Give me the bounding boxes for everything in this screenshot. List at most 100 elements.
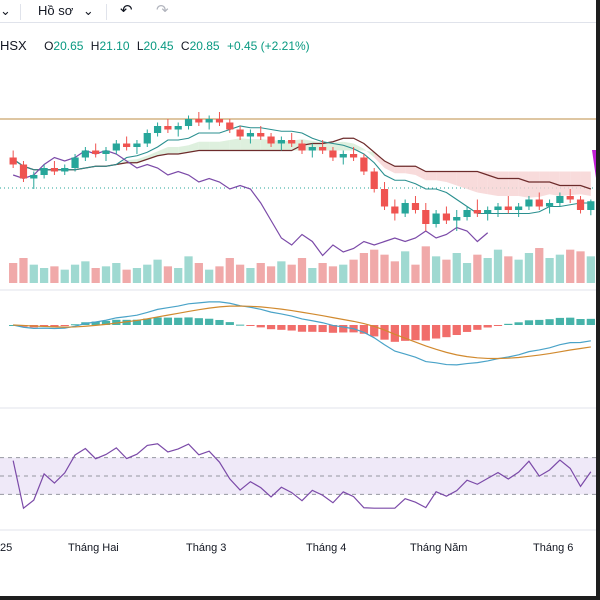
close-label: C [180,39,190,53]
volume-bar [287,264,296,283]
macd-histogram-bar [184,317,193,325]
volume-bar [50,266,59,283]
candle-body [308,147,316,151]
undo-icon[interactable]: ↶ [120,2,133,19]
low-value: 20.45 [143,39,174,53]
candle-body [236,129,244,137]
top-toolbar: ⌄ Hồ sơ ⌄ ↶ ↷ [0,0,600,23]
high-value: 21.10 [99,39,130,53]
macd-histogram-bar [390,325,399,342]
candle-body [587,201,595,210]
close-value: 20.85 [189,39,220,53]
volume-bar [122,269,131,283]
macd-histogram-bar [215,319,224,325]
volume-bar [70,264,80,283]
macd-histogram-bar [205,318,214,325]
candle-body [525,199,533,207]
macd-histogram-bar [143,318,152,325]
volume-bar [328,266,338,283]
candle-body [463,210,471,217]
ichimoku-cloud-segment [384,161,395,174]
volume-bar [390,261,399,283]
template-dropdown[interactable]: Hồ sơ ⌄ [38,3,94,19]
redo-icon[interactable]: ↷ [156,2,169,19]
volume-bar [431,256,441,283]
volume-bar [215,266,224,283]
ichimoku-cloud-segment [126,159,137,163]
macd-histogram-bar [328,325,338,333]
macd-histogram-bar [493,325,503,326]
macd-histogram-bar [545,319,554,325]
candle-body [473,210,481,214]
macd-histogram-bar [153,317,162,325]
volume-bar [411,264,420,283]
tenkan-sen-line [12,125,591,215]
ichimoku-cloud-segment [559,171,571,196]
macd-histogram-bar [576,319,585,325]
candle-body [205,119,213,123]
change-value: +0.45 (+2.21%) [226,39,310,53]
macd-histogram-bar [514,322,523,325]
volume-bar [184,256,193,283]
volume-bar [339,264,348,283]
macd-histogram-bar [132,319,142,325]
macd-histogram-bar [586,318,595,325]
ichimoku-cloud-segment [147,151,158,160]
signal-line [13,305,591,360]
symbol-label[interactable]: HSX [0,38,27,53]
candle-body [257,133,265,137]
volume-bar [370,249,379,283]
ichimoku-cloud-segment [508,171,519,196]
ichimoku-cloud-segment [539,171,550,197]
candle-body [556,196,564,203]
ichimoku-cloud-segment [446,171,457,186]
x-axis-tick-label: Tháng 3 [186,542,226,554]
candle-body [277,140,285,144]
candle-body [50,168,59,172]
macd-histogram-bar [163,317,173,325]
macd-histogram-bar [370,325,379,337]
macd-histogram-bar [318,325,327,333]
low-label: L [136,39,144,53]
candle-body [19,164,28,179]
volume-bar [81,261,90,283]
candle-body [515,206,523,210]
high-label: H [90,39,100,53]
volume-bar [349,259,358,283]
volume-bar [39,268,49,283]
candle-body [391,206,399,214]
ichimoku-cloud-segment [353,143,364,151]
candle-body [535,199,543,207]
macd-histogram-bar [297,325,307,332]
x-axis-tick-label: 25 [0,542,12,554]
macd-histogram-bar [91,321,100,325]
dropdown-chevron-icon[interactable]: ⌄ [0,3,11,18]
ichimoku-cloud-segment [405,166,416,175]
chevron-down-icon: ⌄ [82,3,94,18]
candle-body [30,175,38,179]
candle-body [453,217,461,221]
macd-histogram-bar [452,325,461,336]
ohlc-legend: HSX O20.65 H21.10 L20.45 C20.85 +0.45 (+… [0,38,310,53]
ichimoku-cloud-segment [167,147,179,154]
volume-bar [235,264,245,283]
volume-bar [112,263,121,283]
macd-histogram-bar [462,325,472,332]
volume-bar [545,258,554,283]
macd-line [13,301,591,366]
volume-bar [555,254,565,283]
volume-bar [60,269,69,283]
macd-histogram-bar [60,325,69,327]
macd-histogram-bar [194,318,203,325]
ichimoku-cloud-segment [219,140,230,151]
toolbar-divider [20,4,21,20]
x-axis-tick-label: Tháng Năm [410,542,467,554]
candle-body [71,157,79,168]
volume-bar [266,266,276,283]
window-frame-right [596,0,600,600]
volume-bar [277,261,286,283]
volume-bar [194,263,203,283]
ichimoku-cloud-segment [363,148,375,158]
candle-body [360,157,368,172]
